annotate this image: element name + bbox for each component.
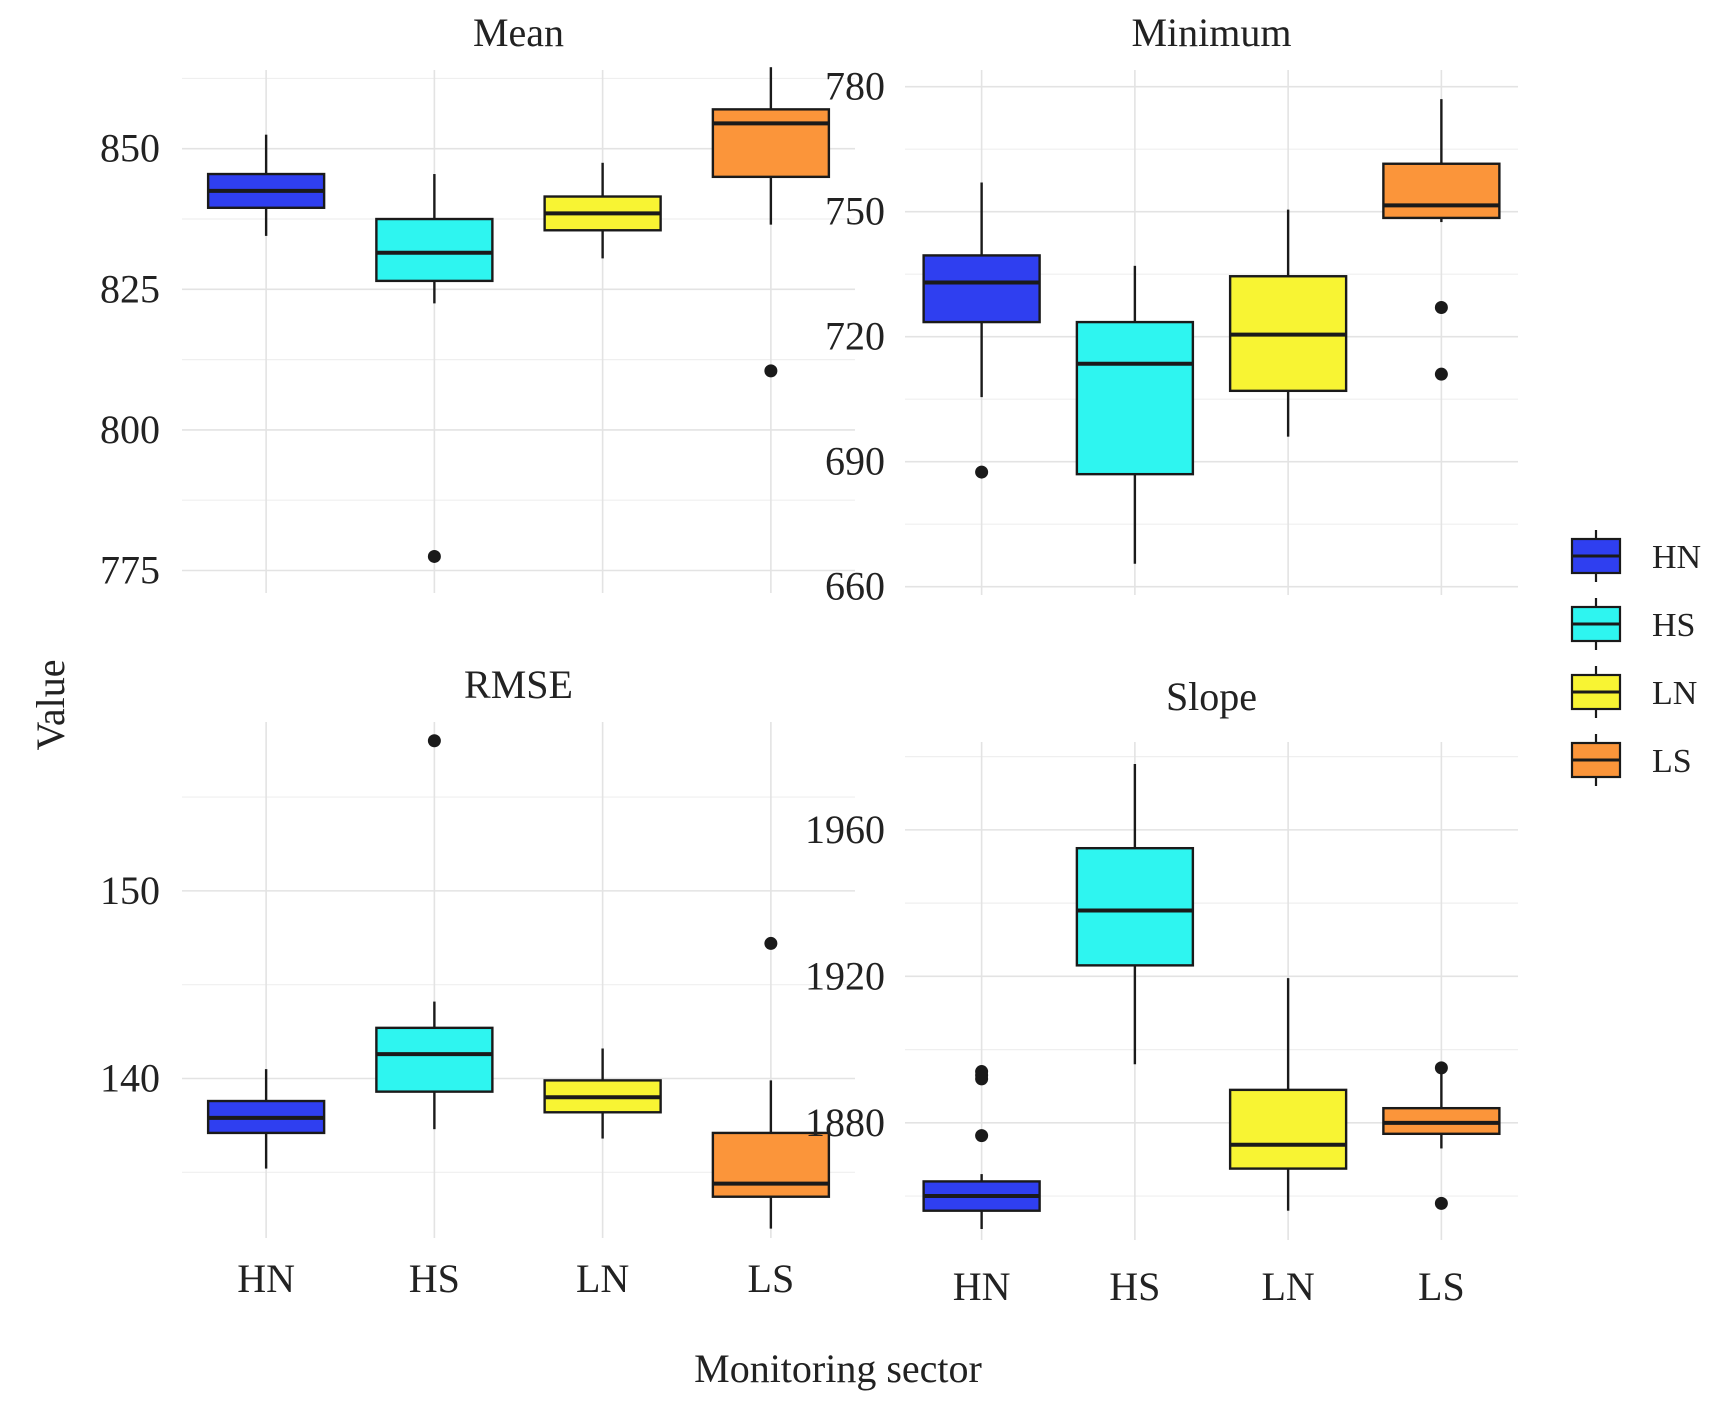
x-tick-label: LN bbox=[1261, 1264, 1314, 1309]
panel-title: Slope bbox=[1166, 674, 1257, 719]
y-tick-label: 780 bbox=[825, 64, 885, 109]
x-axis-title: Monitoring sector bbox=[694, 1346, 982, 1391]
outlier-point bbox=[1434, 367, 1448, 381]
box-ln bbox=[1228, 209, 1348, 437]
outlier-point bbox=[427, 549, 441, 563]
legend-label: LN bbox=[1652, 675, 1697, 712]
outlier-point bbox=[975, 465, 989, 479]
iqr-box bbox=[375, 217, 494, 283]
y-tick-label: 775 bbox=[100, 548, 160, 593]
y-tick-label: 720 bbox=[825, 314, 885, 359]
box-ls bbox=[1382, 1061, 1501, 1210]
legend-entry-ln: LN bbox=[1570, 666, 1697, 718]
iqr-box bbox=[1075, 846, 1195, 967]
legend: HN HS LN LS bbox=[1570, 530, 1701, 786]
y-tick-label: 690 bbox=[825, 439, 885, 484]
iqr-box bbox=[1075, 320, 1195, 476]
panel-mean: 775 800 825 850 Mean bbox=[100, 10, 855, 593]
box-hs bbox=[1075, 763, 1195, 1065]
outlier-point bbox=[1434, 1196, 1448, 1210]
box-ls bbox=[711, 67, 831, 378]
y-tick-label: 825 bbox=[100, 266, 160, 311]
outlier-point bbox=[975, 1129, 989, 1143]
panel-title: Mean bbox=[473, 10, 564, 55]
y-tick-label: 1880 bbox=[805, 1100, 885, 1145]
y-tick-label: 1960 bbox=[805, 807, 885, 852]
panels-group: 775 800 825 850 Mean 660 690 720 750 780 Minimum 14… bbox=[100, 10, 1518, 1309]
panel-title: RMSE bbox=[464, 662, 573, 707]
box-hs bbox=[1075, 265, 1195, 564]
y-tick-label: 1920 bbox=[805, 953, 885, 998]
outlier-point bbox=[764, 364, 778, 378]
box-hn bbox=[922, 182, 1041, 479]
box-hs bbox=[375, 734, 494, 1130]
panel-title: Minimum bbox=[1131, 10, 1291, 55]
y-tick-label: 660 bbox=[825, 564, 885, 609]
panel-slope: 1880 1920 1960 HN HS LN LS Slope bbox=[805, 674, 1518, 1309]
x-tick-label: HS bbox=[409, 1256, 460, 1301]
legend-label: HS bbox=[1652, 607, 1695, 644]
outlier-point bbox=[1434, 1061, 1448, 1075]
y-tick-label: 750 bbox=[825, 189, 885, 234]
y-tick-label: 800 bbox=[100, 407, 160, 452]
iqr-box bbox=[922, 254, 1041, 324]
box-ln bbox=[543, 162, 662, 259]
x-tick-label: HN bbox=[237, 1256, 295, 1301]
legend-entry-ls: LS bbox=[1570, 734, 1692, 786]
box-hn bbox=[922, 1065, 1041, 1230]
y-tick-label: 150 bbox=[100, 868, 160, 913]
x-tick-label: HN bbox=[953, 1264, 1011, 1309]
outlier-point bbox=[427, 734, 441, 748]
iqr-box bbox=[711, 108, 831, 179]
x-tick-label: LS bbox=[1418, 1264, 1465, 1309]
x-tick-label: HS bbox=[1109, 1264, 1160, 1309]
y-tick-label: 140 bbox=[100, 1056, 160, 1101]
iqr-box bbox=[1228, 1088, 1348, 1170]
box-ls bbox=[711, 936, 831, 1229]
panel-rmse: 140 150 HN HS LN LS RMSE bbox=[100, 662, 855, 1301]
box-ls bbox=[1382, 99, 1501, 381]
iqr-box bbox=[375, 1026, 494, 1093]
y-axis-title: Value bbox=[28, 659, 73, 750]
iqr-box bbox=[1382, 162, 1501, 220]
legend-label: HN bbox=[1652, 539, 1701, 576]
box-hn bbox=[206, 134, 326, 236]
outlier-point bbox=[975, 1065, 989, 1079]
box-ln bbox=[543, 1048, 662, 1139]
x-tick-label: LS bbox=[748, 1256, 795, 1301]
outlier-point bbox=[764, 936, 778, 950]
box-hs bbox=[375, 174, 494, 563]
panel-minimum: 660 690 720 750 780 Minimum bbox=[825, 10, 1518, 609]
box-ln bbox=[1228, 978, 1348, 1211]
x-tick-label: LN bbox=[576, 1256, 629, 1301]
box-hn bbox=[206, 1069, 326, 1169]
legend-entry-hs: HS bbox=[1570, 598, 1695, 650]
legend-label: LS bbox=[1652, 743, 1692, 780]
outlier-point bbox=[1434, 301, 1448, 314]
iqr-box bbox=[711, 1131, 831, 1198]
legend-entry-hn: HN bbox=[1570, 530, 1701, 582]
y-tick-label: 850 bbox=[100, 126, 160, 171]
